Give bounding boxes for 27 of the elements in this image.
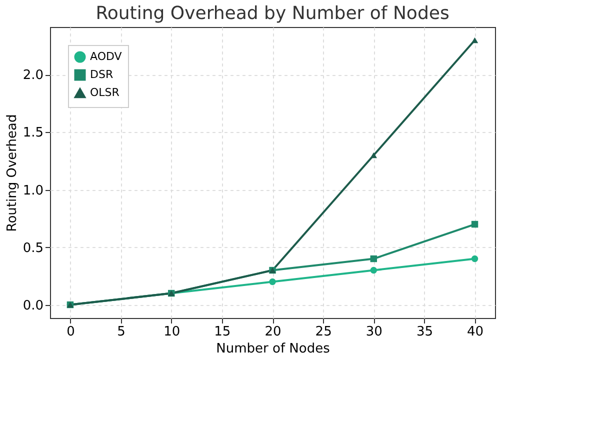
- legend-label: DSR: [90, 68, 114, 81]
- legend-label: AODV: [90, 50, 122, 63]
- point: [269, 278, 276, 286]
- x-tick-label: 30: [366, 324, 382, 340]
- y-axis-title: Routing Overhead: [4, 114, 20, 232]
- x-tick-label: 20: [264, 324, 282, 340]
- y-tick-label: 2.0: [22, 68, 44, 84]
- point: [471, 220, 478, 228]
- y-tick-label: 1.5: [22, 126, 44, 141]
- x-tick-label: 10: [164, 324, 180, 340]
- y-tick-label: 0.0: [22, 298, 44, 314]
- point: [370, 266, 377, 274]
- y-tick-label: 1.0: [22, 183, 44, 198]
- x-tick-label: 25: [315, 324, 332, 340]
- x-tick-label: 0: [66, 324, 75, 340]
- x-tick-label: 5: [117, 324, 126, 340]
- y-tick-label: 0.5: [22, 240, 44, 256]
- x-axis-title: Number of Nodes: [216, 342, 330, 356]
- point: [370, 152, 377, 158]
- x-tick-label: 40: [467, 324, 484, 340]
- x-tick-label: 15: [214, 324, 231, 340]
- point: [370, 255, 377, 262]
- point: [471, 37, 478, 44]
- point: [471, 255, 478, 262]
- x-tick-label: 35: [416, 324, 433, 340]
- chart-title: Routing Overhead by Number of Nodes: [96, 3, 450, 24]
- legend-label: OLSR: [90, 86, 120, 99]
